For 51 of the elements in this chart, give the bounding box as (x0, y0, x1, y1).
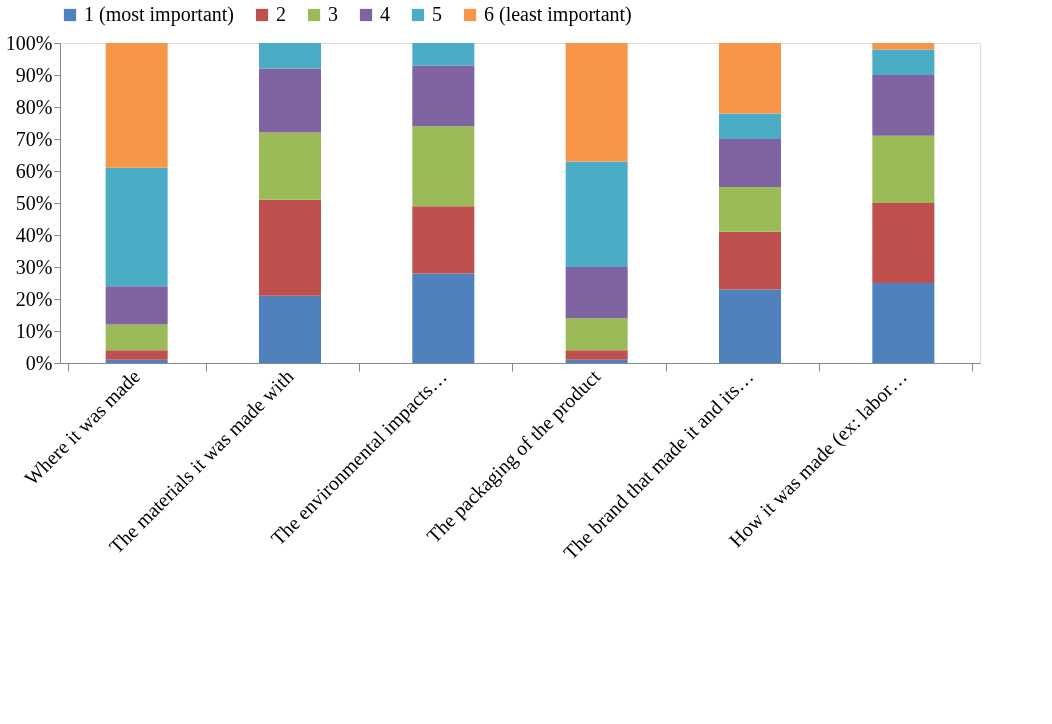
bar (105, 350, 168, 360)
y-tick-label: 60% (15, 159, 53, 182)
bar (565, 267, 628, 319)
bar (719, 113, 781, 139)
bar (412, 43, 475, 66)
bar (565, 318, 628, 351)
legend-label: 6 (least important) (484, 3, 632, 26)
bar (719, 231, 781, 290)
bar (872, 43, 935, 50)
bar (412, 273, 475, 363)
bar (105, 43, 168, 168)
bar (259, 43, 321, 69)
bar (719, 43, 781, 114)
bar (259, 68, 321, 133)
y-tick-label: 10% (15, 319, 53, 342)
legend-label: 4 (380, 3, 390, 25)
legend-label: 5 (432, 3, 442, 25)
y-tick-label: 0% (25, 351, 53, 374)
bar (872, 203, 935, 283)
bar (412, 126, 475, 207)
bar (872, 75, 935, 136)
y-tick-label: 100% (5, 31, 53, 54)
bar (259, 132, 321, 200)
bar (565, 161, 628, 267)
bar (719, 289, 781, 363)
bar (565, 350, 628, 360)
bar (259, 295, 321, 363)
legend-label: 2 (276, 3, 286, 25)
bar (105, 359, 168, 363)
bar (719, 139, 781, 187)
legend-label: 1 (most important) (84, 3, 234, 26)
y-tick-label: 50% (15, 191, 53, 214)
bar (719, 187, 781, 232)
y-tick-label: 70% (15, 127, 53, 150)
bar (565, 359, 628, 363)
bar (565, 43, 628, 162)
bar (105, 286, 168, 325)
y-tick-label: 90% (15, 63, 53, 86)
bar (872, 49, 935, 75)
bar (259, 199, 321, 296)
y-tick-label: 30% (15, 255, 53, 278)
bar (872, 135, 935, 203)
bar (105, 167, 168, 287)
bar (412, 65, 475, 127)
y-tick-label: 40% (15, 223, 53, 246)
y-tick-label: 80% (15, 95, 53, 118)
bar (412, 206, 475, 274)
legend-label: 3 (328, 3, 338, 25)
y-tick-label: 20% (15, 287, 53, 310)
bar (105, 324, 168, 351)
bar (872, 283, 935, 363)
